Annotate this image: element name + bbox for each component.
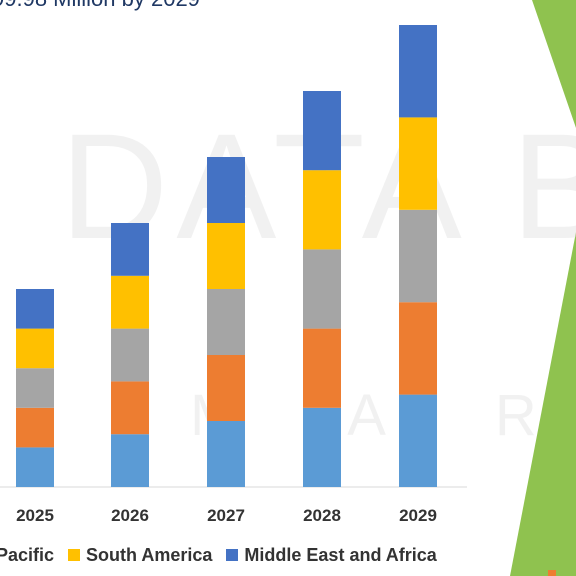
bar-segment-2027-series-1 bbox=[207, 421, 245, 487]
bar-segment-2029-series-1 bbox=[399, 394, 437, 487]
x-tick-label-2029: 2029 bbox=[399, 506, 437, 525]
bar-segment-2028-series-1 bbox=[303, 407, 341, 487]
legend-item: Middle East and Africa bbox=[226, 544, 437, 566]
bar-segment-2029-series-2 bbox=[399, 302, 437, 395]
bar-segment-2026-series-1 bbox=[111, 434, 149, 487]
bar-segment-2025-series-4 bbox=[16, 328, 54, 369]
legend-item: South America bbox=[68, 545, 212, 566]
x-tick-label-2025: 2025 bbox=[16, 506, 54, 525]
x-tick-label-2026: 2026 bbox=[111, 506, 149, 525]
chart-title: 99.98 Million by 2029 bbox=[0, 0, 200, 12]
bar-segment-2028-series-5 bbox=[303, 91, 341, 171]
legend-swatch bbox=[226, 549, 239, 561]
legend-swatch bbox=[68, 549, 81, 561]
x-tick-label-2028: 2028 bbox=[303, 506, 341, 525]
bar-segment-2027-series-3 bbox=[207, 289, 245, 355]
bar-segment-2026-series-3 bbox=[111, 328, 149, 382]
legend-label: ia Pacific bbox=[0, 544, 55, 565]
bar-segment-2028-series-3 bbox=[303, 249, 341, 329]
bar-segment-2026-series-2 bbox=[111, 381, 149, 435]
bar-segment-2025-series-2 bbox=[16, 407, 54, 448]
bar-segment-2027-series-2 bbox=[207, 355, 245, 421]
bar-segment-2028-series-4 bbox=[303, 170, 341, 250]
bar-segment-2026-series-5 bbox=[111, 223, 149, 276]
bar-segment-2029-series-4 bbox=[399, 117, 437, 210]
legend-item: ia Pacific bbox=[0, 545, 54, 566]
bar-segment-2028-series-2 bbox=[303, 328, 341, 408]
legend-label: Middle East and Africa bbox=[244, 544, 437, 565]
corner-accent bbox=[548, 570, 556, 576]
bar-segment-2029-series-5 bbox=[399, 25, 437, 118]
bar-segment-2025-series-3 bbox=[16, 368, 54, 408]
bar-segment-2025-series-1 bbox=[16, 447, 54, 487]
bar-segment-2027-series-4 bbox=[207, 223, 245, 289]
legend-label: South America bbox=[86, 544, 213, 565]
bar-segment-2026-series-4 bbox=[111, 275, 149, 329]
bar-segment-2027-series-5 bbox=[207, 157, 245, 223]
x-tick-label-2027: 2027 bbox=[207, 506, 245, 525]
watermark-subtext: M A R K E T bbox=[190, 383, 576, 448]
bar-segment-2025-series-5 bbox=[16, 289, 54, 329]
bar-segment-2029-series-3 bbox=[399, 209, 437, 303]
chart-legend: ia Pacific South America Middle East and A… bbox=[0, 543, 451, 567]
